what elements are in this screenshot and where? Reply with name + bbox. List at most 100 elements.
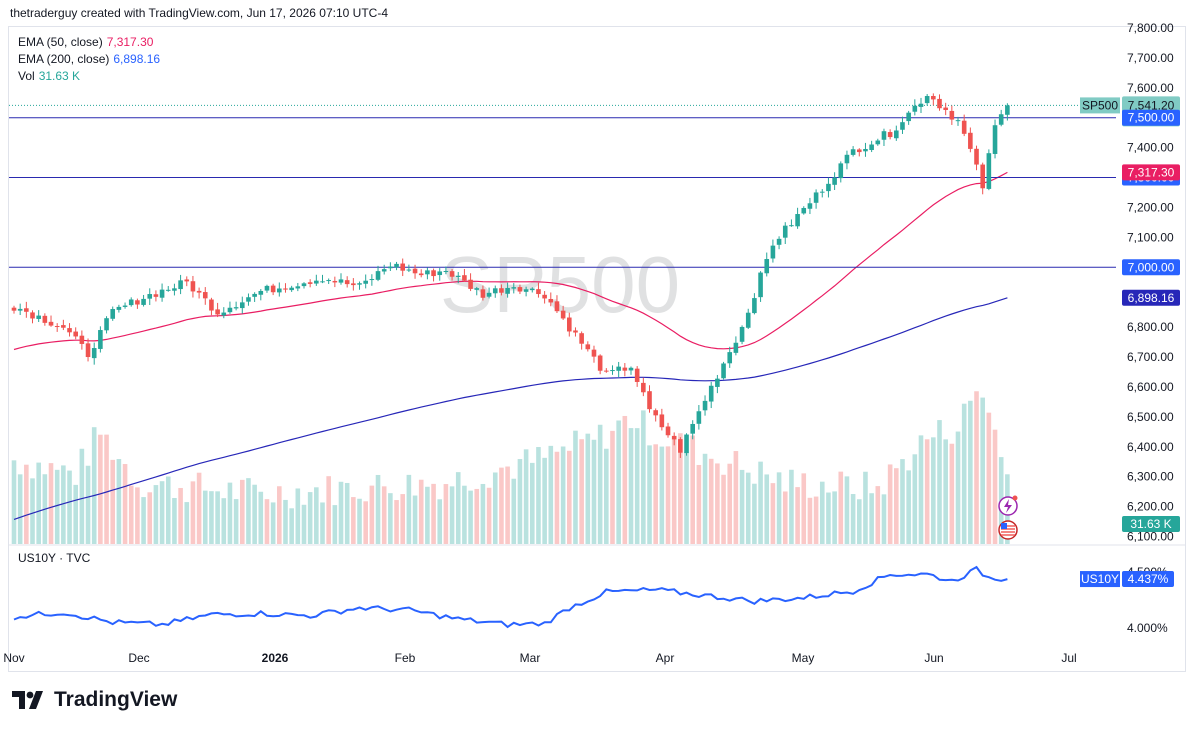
candle-body[interactable]: [363, 280, 368, 284]
tradingview-brand[interactable]: TradingView: [12, 688, 177, 712]
candle-body[interactable]: [400, 263, 406, 271]
candle-body[interactable]: [178, 280, 183, 290]
candle-body[interactable]: [307, 282, 313, 284]
candle-body[interactable]: [789, 225, 794, 227]
candle-body[interactable]: [961, 120, 967, 134]
candle-body[interactable]: [523, 289, 529, 292]
candle-body[interactable]: [418, 273, 424, 276]
candle-body[interactable]: [91, 348, 97, 359]
candle-body[interactable]: [628, 367, 634, 371]
candle-body[interactable]: [616, 366, 621, 371]
candle-body[interactable]: [733, 342, 739, 353]
candle-body[interactable]: [678, 439, 683, 453]
candle-body[interactable]: [165, 289, 171, 291]
candle-body[interactable]: [807, 203, 813, 209]
candle-body[interactable]: [486, 292, 492, 297]
candle-body[interactable]: [764, 259, 770, 274]
candle-body[interactable]: [209, 299, 214, 311]
candle-body[interactable]: [986, 153, 992, 189]
sub-pane-legend[interactable]: US10Y · TVC: [18, 551, 91, 565]
candle-body[interactable]: [252, 293, 257, 297]
candle-body[interactable]: [159, 289, 165, 298]
candle-body[interactable]: [196, 290, 202, 293]
candle-body[interactable]: [560, 310, 566, 319]
candle-body[interactable]: [104, 318, 109, 331]
candle-body[interactable]: [202, 292, 208, 299]
candle-body[interactable]: [357, 283, 362, 285]
candle-body[interactable]: [375, 271, 381, 280]
candle-body[interactable]: [968, 132, 973, 149]
yield-value-badge[interactable]: [1122, 571, 1174, 588]
candle-body[interactable]: [184, 279, 190, 282]
level-price-badge[interactable]: [1122, 259, 1180, 276]
candle-body[interactable]: [931, 95, 936, 100]
candle-body[interactable]: [585, 344, 591, 350]
candle-body[interactable]: [1005, 105, 1010, 115]
candle-body[interactable]: [992, 125, 998, 154]
candle-body[interactable]: [690, 423, 695, 434]
candle-body[interactable]: [369, 279, 375, 281]
candle-body[interactable]: [172, 288, 177, 291]
candle-body[interactable]: [906, 112, 911, 122]
candle-body[interactable]: [135, 300, 140, 305]
candle-body[interactable]: [634, 368, 640, 382]
candle-body[interactable]: [770, 245, 776, 259]
candle-body[interactable]: [758, 272, 763, 298]
candle-body[interactable]: [869, 144, 874, 151]
candle-body[interactable]: [801, 207, 807, 214]
candle-body[interactable]: [875, 140, 881, 145]
candle-body[interactable]: [468, 279, 473, 289]
candle-body[interactable]: [949, 110, 955, 120]
candle-body[interactable]: [610, 370, 615, 372]
candle-body[interactable]: [190, 281, 196, 292]
candle-body[interactable]: [264, 285, 270, 291]
candle-body[interactable]: [597, 355, 603, 371]
candle-body[interactable]: [425, 270, 430, 275]
candle-body[interactable]: [696, 411, 702, 424]
candle-body[interactable]: [579, 333, 584, 344]
candle-body[interactable]: [505, 287, 510, 294]
candle-body[interactable]: [289, 287, 294, 291]
candle-body[interactable]: [48, 321, 54, 326]
candle-body[interactable]: [900, 122, 905, 130]
legend-ema200[interactable]: EMA (200, close) 6,898.16: [18, 51, 160, 67]
candle-body[interactable]: [499, 288, 504, 293]
candle-body[interactable]: [776, 238, 782, 245]
candle-body[interactable]: [42, 315, 48, 323]
candle-body[interactable]: [955, 120, 961, 122]
candle-body[interactable]: [283, 288, 288, 290]
candle-body[interactable]: [702, 400, 708, 411]
candle-body[interactable]: [122, 305, 128, 307]
candle-body[interactable]: [301, 283, 307, 287]
candle-body[interactable]: [215, 309, 220, 315]
candle-body[interactable]: [270, 285, 276, 293]
candle-body[interactable]: [819, 191, 825, 193]
candle-body[interactable]: [388, 266, 393, 269]
candle-body[interactable]: [918, 103, 924, 107]
candle-body[interactable]: [394, 263, 399, 268]
candle-body[interactable]: [61, 325, 66, 328]
candle-body[interactable]: [381, 269, 387, 272]
candle-body[interactable]: [116, 306, 122, 310]
candle-body[interactable]: [455, 275, 461, 277]
candle-body[interactable]: [221, 312, 227, 316]
candle-body[interactable]: [980, 164, 985, 189]
candle-body[interactable]: [529, 288, 535, 291]
candle-body[interactable]: [665, 426, 671, 436]
candle-body[interactable]: [813, 192, 819, 203]
candle-body[interactable]: [412, 268, 418, 274]
candle-body[interactable]: [887, 132, 893, 138]
candle-body[interactable]: [548, 298, 554, 303]
candle-body[interactable]: [67, 328, 72, 333]
candle-body[interactable]: [511, 287, 517, 289]
candle-body[interactable]: [517, 287, 523, 292]
candle-body[interactable]: [832, 177, 837, 185]
candle-body[interactable]: [659, 414, 665, 428]
candle-body[interactable]: [227, 307, 233, 313]
candle-body[interactable]: [320, 281, 325, 283]
candle-body[interactable]: [437, 271, 443, 276]
candle-body[interactable]: [79, 335, 85, 344]
yield-symbol-badge[interactable]: [1080, 571, 1120, 588]
candle-body[interactable]: [850, 149, 856, 155]
